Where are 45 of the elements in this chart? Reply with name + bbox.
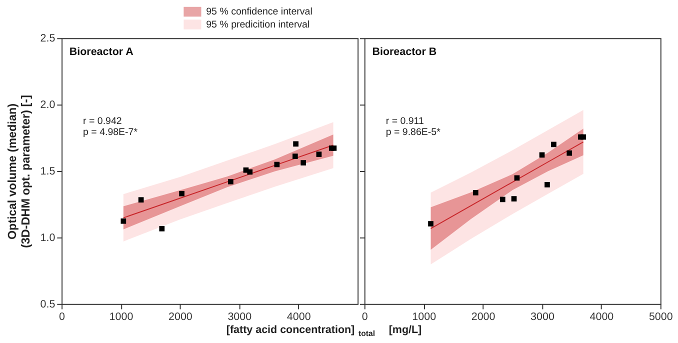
point [566,150,572,156]
point [331,145,337,151]
point [511,196,517,202]
annotation: p = 9.86E-5* [386,126,441,138]
point [247,169,253,175]
x-tick-label: 5000 [648,311,673,324]
y-tick-label: 2.0 [40,99,56,112]
point [316,152,322,157]
x-tick-label: 1000 [109,311,134,324]
legend-label: 95 % confidence interval [206,6,312,18]
x-tick-label: 1000 [412,311,436,324]
point [120,218,126,224]
point [551,142,556,148]
y-tick-label: 0.5 [40,298,56,310]
point [292,154,298,159]
text: Bioreactor A [69,46,134,58]
point [544,182,550,188]
x-tick-label: 4000 [590,311,614,324]
annotation: p = 4.98E-7* [83,126,138,138]
point [179,190,184,196]
point [580,134,586,140]
legend-label: 95 % predicition interval [206,19,310,30]
y-tick-label: 1.5 [40,165,56,178]
x-tick-label: 3000 [228,311,252,324]
x-tick-label: 0 [59,311,66,324]
text: Bioreactor B [372,46,437,58]
point [428,221,434,226]
text: [fatty acid concentration]total [mg/L] [226,324,422,338]
point [138,197,144,203]
point [472,190,478,196]
point [300,160,306,166]
y-tick-label: 2.5 [40,32,56,45]
x-tick-label: 4000 [286,311,311,324]
y-axis-title: Optical volume (median) (3D-DHM opt. parameter) [-] [6,94,33,248]
x-tick-label: 2000 [168,311,192,324]
x-tick-label: 0 [362,311,368,324]
point [500,196,506,202]
x-tick-label: 2000 [471,311,496,324]
y-tick-label: 1.0 [40,232,56,244]
annotation: r = 0.911 [386,116,424,128]
x-tick-label: 3000 [530,311,554,324]
point [293,141,298,147]
point [159,226,165,232]
point [228,178,234,184]
annotation: r = 0.942 [83,116,122,128]
